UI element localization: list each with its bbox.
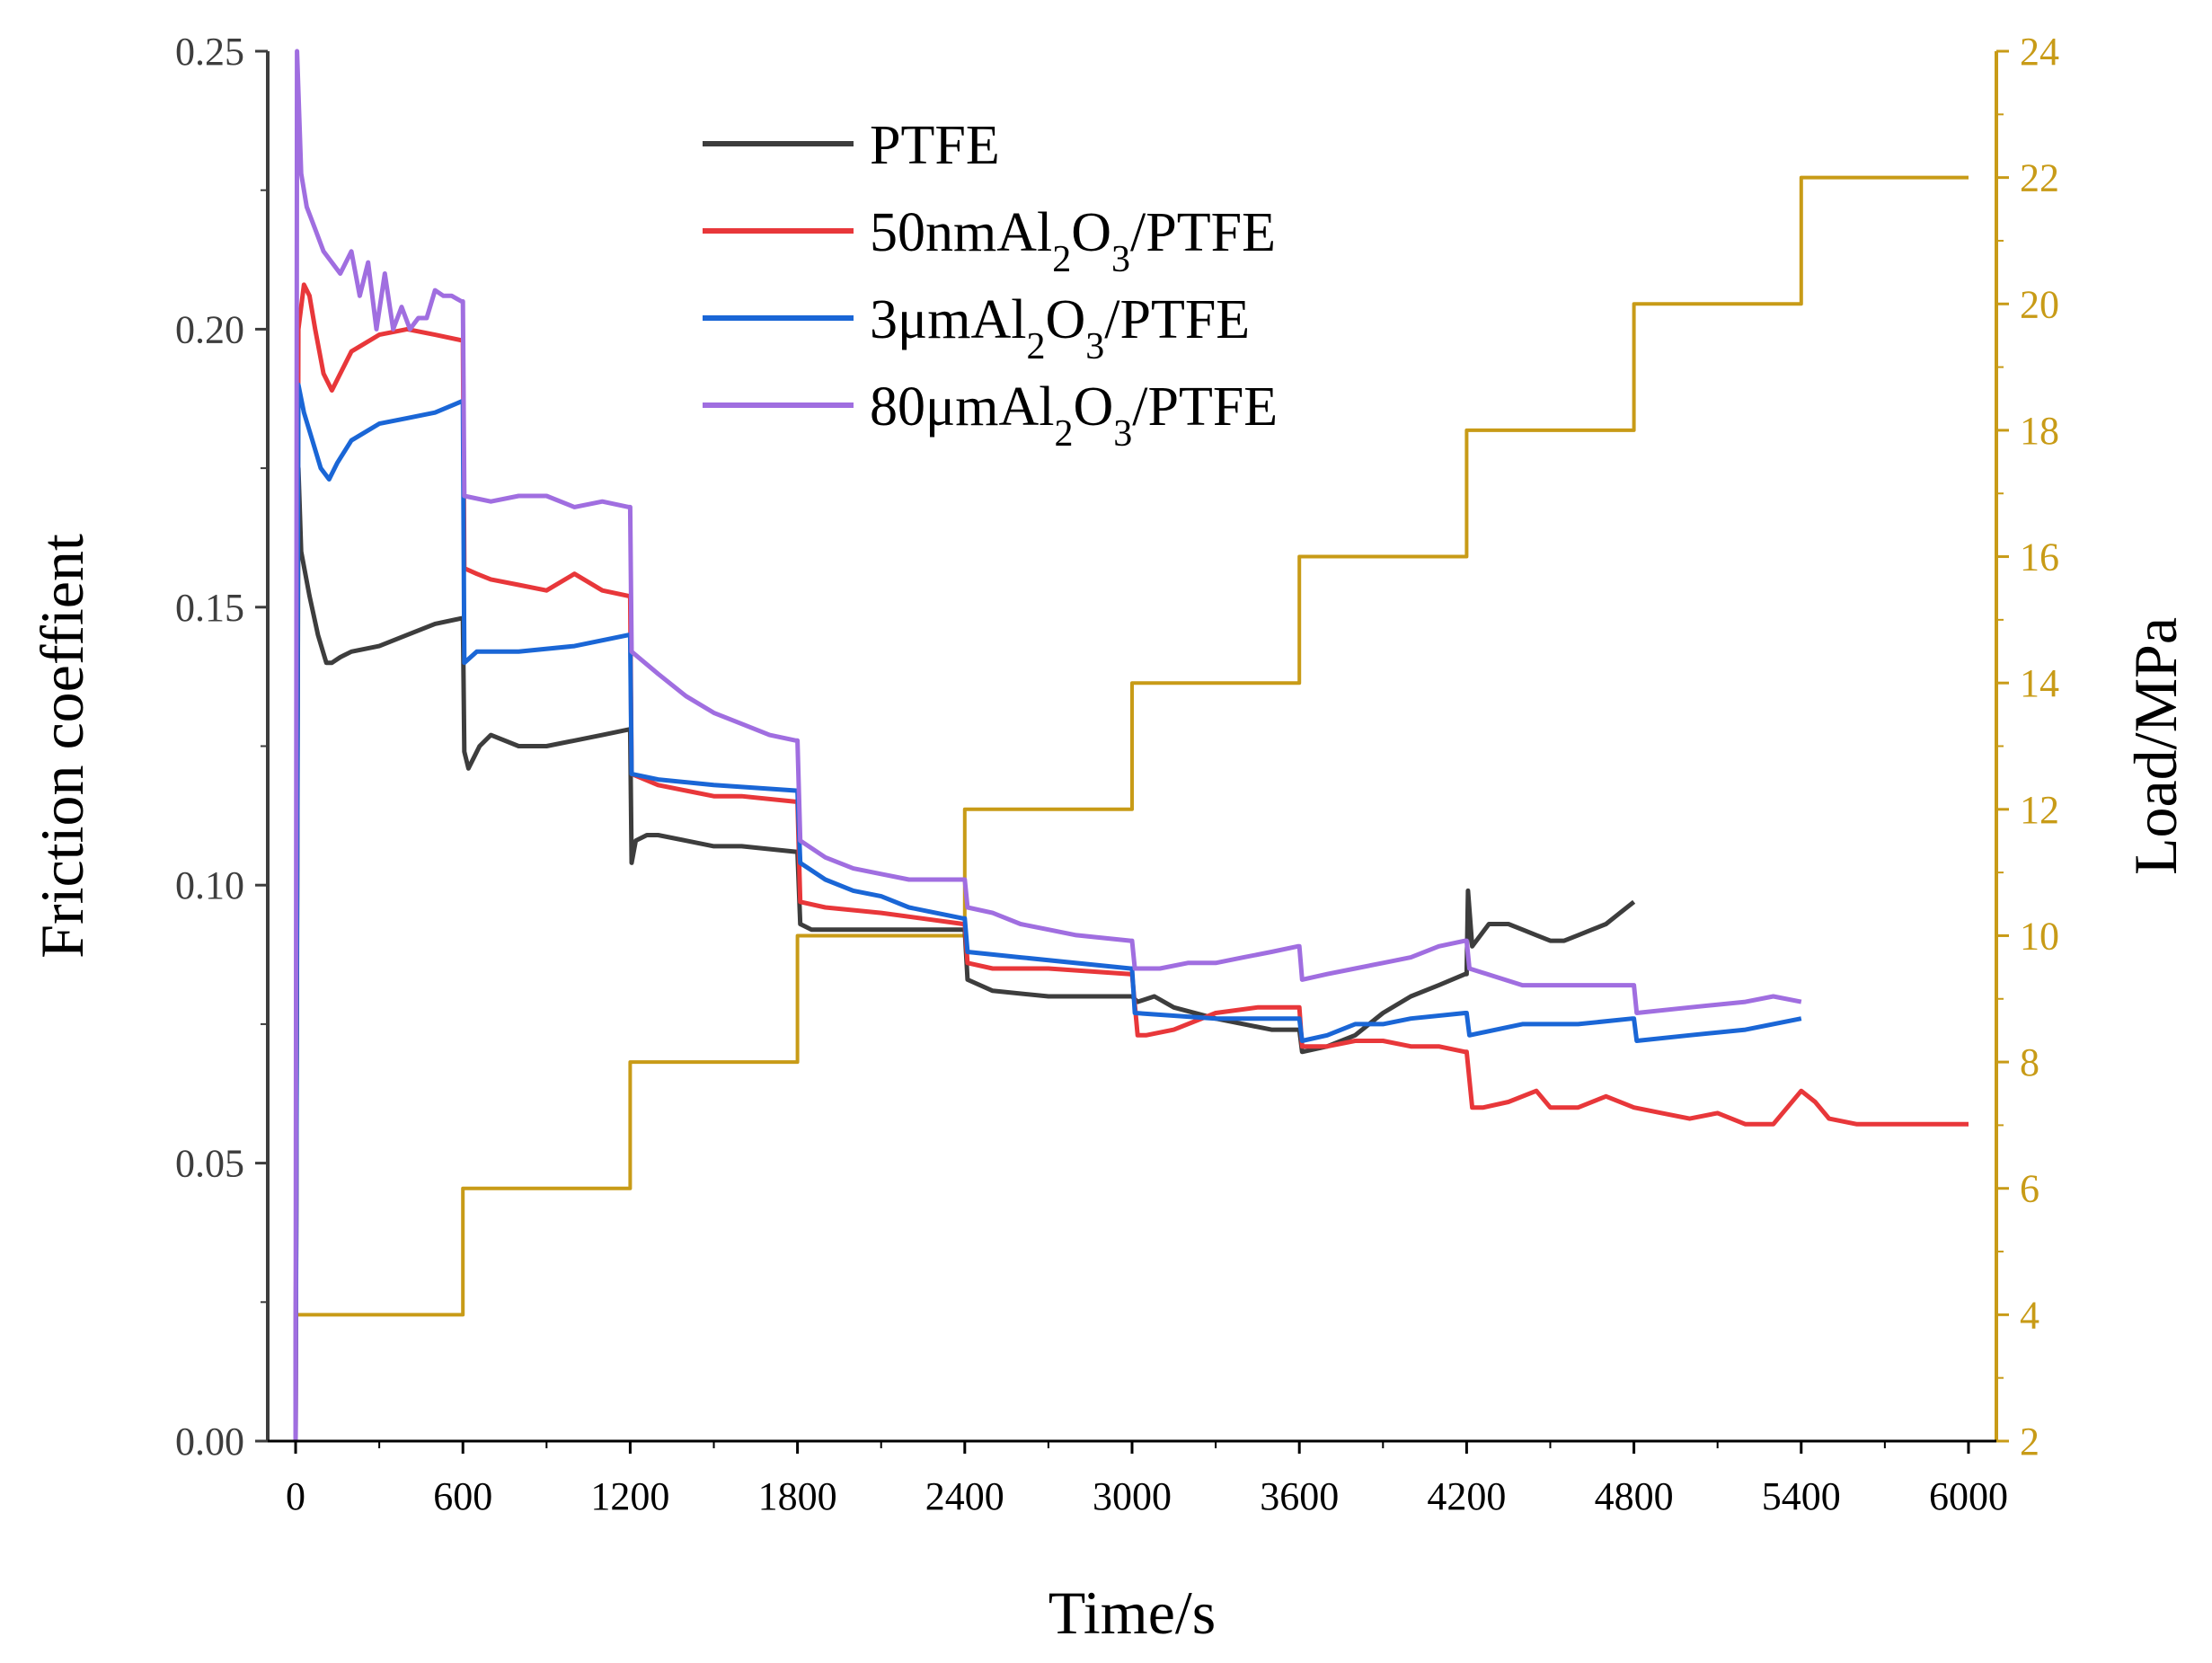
plot-lines xyxy=(293,49,1969,1442)
series-line-ptfe xyxy=(293,465,1636,1442)
y2-tick-label: 20 xyxy=(2020,282,2059,326)
legend-label: 3μmAl2O3/PTFE xyxy=(870,289,1250,367)
y2-tick-label: 12 xyxy=(2020,788,2059,832)
legend-label: 80μmAl2O3/PTFE xyxy=(870,376,1278,455)
y2-tick-label: 4 xyxy=(2020,1293,2039,1337)
y2-tick-label: 18 xyxy=(2020,409,2059,453)
legend-label-mid: O xyxy=(1071,202,1111,263)
x-tick-label: 1200 xyxy=(590,1474,669,1518)
y-tick-label: 0.15 xyxy=(175,586,244,630)
legend-label-suffix: /PTFE xyxy=(1132,376,1278,438)
ticks: 0 600 1200 1800 2400 3000 3600 4200 4800 5400 6000… xyxy=(175,30,2059,1518)
y2-tick-label: 16 xyxy=(2020,535,2059,579)
x-tick-label: 3600 xyxy=(1260,1474,1339,1518)
legend-label-sub1: 2 xyxy=(1026,326,1045,367)
y2-tick-label: 24 xyxy=(2020,30,2059,74)
series-line-80-mal2o3-ptfe xyxy=(293,49,1802,1442)
y2-tick-label: 6 xyxy=(2020,1167,2039,1211)
legend-label-suffix: /PTFE xyxy=(1130,202,1276,263)
legend-label-prefix: 80μmAl xyxy=(870,376,1054,438)
series-line-50nmal2o3-ptfe xyxy=(293,282,1969,1442)
y2-tick-label: 10 xyxy=(2020,914,2059,958)
y2-tick-label: 2 xyxy=(2020,1420,2039,1464)
y-tick-label: 0.20 xyxy=(175,307,244,351)
legend: PTFE50nmAl2O3/PTFE3μmAl2O3/PTFE80μmAl2O3… xyxy=(703,115,1278,455)
x-tick-label: 4200 xyxy=(1427,1474,1506,1518)
x-tick-label: 5400 xyxy=(1762,1474,1841,1518)
legend-label-sub2: 3 xyxy=(1111,239,1130,280)
legend-label-sub1: 2 xyxy=(1052,239,1071,280)
series-line-load xyxy=(296,175,1969,1317)
legend-label-prefix: 3μmAl xyxy=(870,289,1026,350)
y-tick-label: 0.10 xyxy=(175,863,244,907)
x-tick-label: 2400 xyxy=(925,1474,1004,1518)
legend-label: 50nmAl2O3/PTFE xyxy=(870,202,1276,280)
x-tick-label: 1800 xyxy=(758,1474,837,1518)
x-tick-label: 600 xyxy=(433,1474,492,1518)
y-tick-label: 0.00 xyxy=(175,1420,244,1464)
legend-label-sub2: 3 xyxy=(1113,413,1132,455)
x-tick-label: 3000 xyxy=(1093,1474,1172,1518)
y2-tick-label: 14 xyxy=(2020,661,2059,705)
x-tick-label: 0 xyxy=(286,1474,305,1518)
x-tick-label: 6000 xyxy=(1929,1474,2008,1518)
y2-tick-label: 22 xyxy=(2020,156,2059,200)
legend-label-mid: O xyxy=(1045,289,1085,350)
y-axis-title: Friction coeffient xyxy=(28,534,96,959)
legend-label-suffix: /PTFE xyxy=(1104,289,1250,350)
legend-label-sub1: 2 xyxy=(1054,413,1073,455)
x-axis-title: Time/s xyxy=(1048,1579,1216,1647)
y2-axis-title: Load/MPa xyxy=(2121,617,2190,875)
legend-label: PTFE xyxy=(870,115,1000,176)
y-tick-label: 0.05 xyxy=(175,1142,244,1186)
legend-label-sub2: 3 xyxy=(1085,326,1104,367)
legend-label-prefix: PTFE xyxy=(870,115,1000,176)
y2-tick-label: 8 xyxy=(2020,1040,2039,1084)
legend-label-prefix: 50nmAl xyxy=(870,202,1052,263)
y-tick-label: 0.25 xyxy=(175,30,244,74)
x-tick-label: 4800 xyxy=(1595,1474,1674,1518)
series-line-3-mal2o3-ptfe xyxy=(293,382,1802,1442)
legend-label-mid: O xyxy=(1073,376,1113,438)
